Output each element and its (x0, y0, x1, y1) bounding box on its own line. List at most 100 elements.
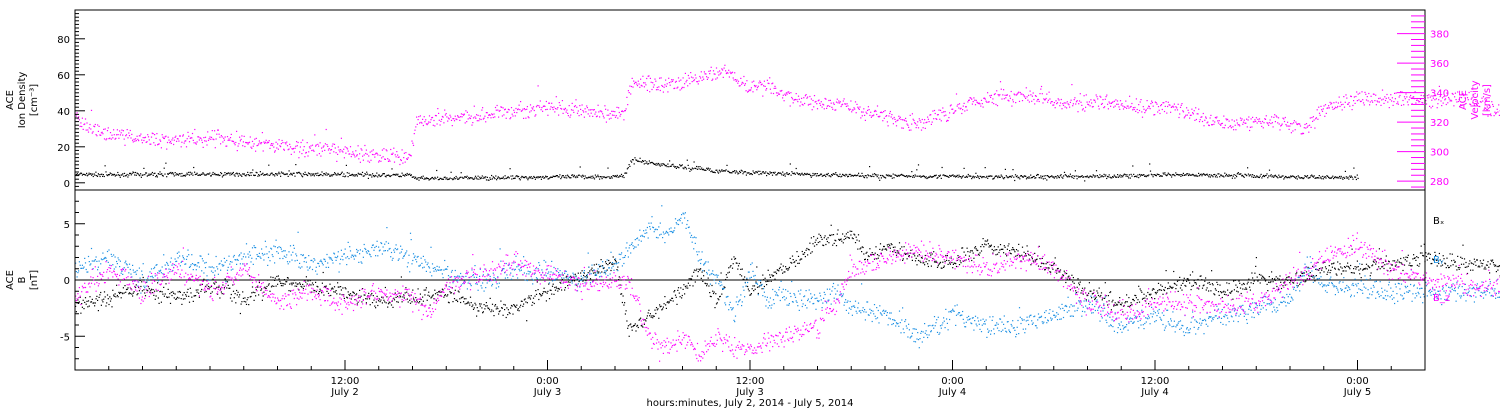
velocity-point (975, 99, 977, 101)
bx-point (717, 298, 719, 300)
density-point (238, 172, 240, 175)
bx-point (204, 291, 206, 293)
velocity-point (315, 144, 317, 146)
velocity-point (1459, 96, 1461, 98)
bx-point (930, 265, 932, 267)
bx-point (470, 302, 472, 304)
bx-point (513, 304, 515, 306)
bx-point (510, 307, 512, 309)
bx-point (614, 258, 616, 261)
density-point (966, 176, 968, 178)
velocity-point (908, 129, 910, 131)
density-point (123, 175, 125, 177)
velocity-point (822, 103, 824, 105)
velocity-point (1431, 99, 1433, 101)
velocity-point (608, 114, 610, 116)
velocity-point (695, 77, 697, 79)
density-point (307, 172, 310, 174)
velocity-point (906, 123, 908, 125)
density-point (548, 178, 550, 180)
velocity-point (1261, 120, 1264, 123)
bx-point (438, 291, 440, 293)
density-point (252, 169, 254, 171)
velocity-point (1291, 123, 1293, 125)
bx-point (801, 258, 803, 260)
velocity-point (544, 105, 546, 107)
density-point (397, 173, 399, 175)
velocity-point (1441, 97, 1444, 99)
bx-point (763, 279, 765, 281)
velocity-point (1253, 121, 1255, 123)
velocity-point (728, 69, 730, 71)
velocity-point (982, 106, 984, 108)
density-point (619, 175, 621, 177)
density-point (1060, 174, 1062, 176)
bx-point (892, 251, 894, 253)
bx-point (333, 291, 335, 293)
velocity-point (614, 116, 617, 118)
velocity-point (945, 114, 947, 116)
density-point (1172, 173, 1174, 176)
velocity-point (1034, 103, 1036, 105)
density-point (1328, 177, 1330, 179)
velocity-point (772, 82, 774, 84)
velocity-point (185, 140, 187, 142)
velocity-point (616, 106, 618, 108)
density-point (820, 173, 822, 175)
density-point (823, 174, 825, 176)
velocity-point (1172, 105, 1174, 107)
velocity-point (840, 105, 842, 108)
bx-point (456, 299, 458, 301)
velocity-point (514, 115, 516, 117)
density-point (246, 174, 248, 176)
velocity-point (953, 112, 955, 114)
bx-point (611, 263, 614, 265)
bx-point (357, 301, 359, 303)
bx-point (352, 291, 354, 293)
bx-point (368, 298, 371, 300)
density-point (658, 162, 660, 165)
velocity-point (355, 150, 357, 152)
bx-point (384, 286, 386, 289)
density-point (563, 176, 565, 178)
bx-point (1069, 278, 1071, 280)
velocity-point (892, 118, 894, 120)
bx-point (949, 262, 951, 264)
bx-point (266, 285, 268, 288)
density-point (930, 176, 932, 178)
density-point (351, 173, 353, 175)
velocity-point (363, 154, 365, 156)
density-point (1154, 174, 1156, 176)
bx-point (244, 297, 246, 299)
velocity-point (353, 154, 355, 156)
density-point (418, 179, 420, 181)
bx-point (146, 289, 148, 291)
density-point (129, 172, 131, 174)
density-point (184, 175, 186, 177)
velocity-point (588, 109, 590, 111)
density-point (793, 172, 796, 174)
bx-point (1064, 272, 1066, 274)
density-point (906, 175, 908, 177)
velocity-point (344, 146, 346, 148)
velocity-point (642, 75, 644, 77)
bx-point (477, 310, 479, 312)
velocity-point (1014, 94, 1016, 96)
velocity-point (239, 136, 241, 138)
density-point (493, 177, 495, 179)
density-point (845, 173, 847, 175)
density-point (1186, 173, 1188, 175)
velocity-point (233, 142, 235, 144)
density-point (202, 172, 204, 174)
velocity-point (145, 141, 147, 143)
velocity-point (611, 114, 614, 116)
density-point (198, 174, 200, 176)
bx-point (345, 288, 347, 290)
velocity-point (495, 109, 497, 111)
velocity-point (635, 81, 637, 83)
bx-point (624, 302, 626, 304)
velocity-point (573, 111, 575, 113)
density-point (409, 173, 411, 175)
bx-point (1037, 265, 1040, 267)
bx-point (204, 285, 207, 287)
